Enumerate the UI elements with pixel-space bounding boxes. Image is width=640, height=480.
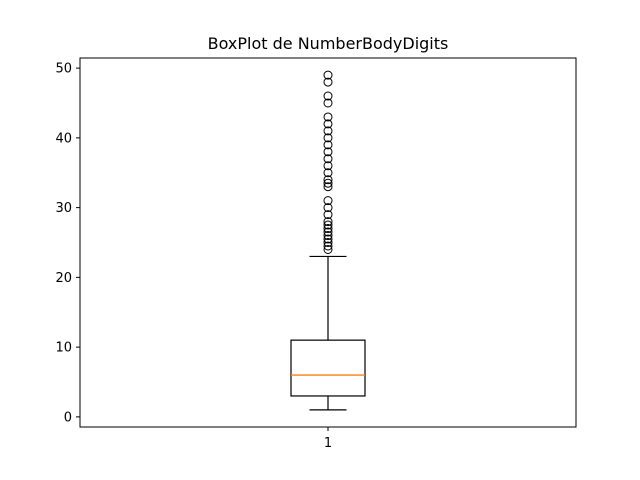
outlier-point [323, 140, 333, 150]
outlier-point [323, 203, 333, 213]
outlier-point [323, 210, 333, 220]
iqr-box [290, 339, 366, 397]
y-tick-label: 0 [64, 410, 72, 425]
outlier-point [323, 154, 333, 164]
outlier-point [323, 168, 333, 178]
outlier-point [323, 161, 333, 171]
outlier-point [323, 98, 333, 108]
outlier-point [323, 178, 333, 188]
outlier-point [323, 77, 333, 87]
outlier-point [323, 244, 333, 254]
outlier-point [323, 238, 333, 247]
outlier-point [323, 224, 333, 234]
y-tick-label: 40 [55, 131, 72, 146]
outlier-point [323, 133, 333, 143]
outlier-point [323, 220, 333, 230]
outlier-point [323, 112, 333, 122]
y-tick-label: 10 [55, 341, 72, 356]
outlier-point [323, 91, 333, 101]
y-tick-label: 30 [55, 201, 72, 216]
outlier-point [323, 231, 333, 241]
outlier-point [323, 182, 333, 192]
outlier-point [323, 175, 333, 185]
y-axis: 0 10 20 30 40 50 [55, 62, 80, 425]
outlier-point [323, 217, 333, 227]
outlier-point [323, 241, 333, 251]
box-plot [290, 70, 366, 411]
x-axis: 1 [324, 427, 332, 451]
outlier-point [323, 70, 333, 80]
outlier-point [323, 126, 333, 136]
y-tick-label: 20 [55, 271, 72, 286]
outlier-point [323, 234, 333, 244]
chart-title: BoxPlot de NumberBodyDigits [208, 34, 449, 53]
outlier-point [323, 196, 333, 206]
x-tick-label: 1 [324, 436, 332, 451]
outlier-point [323, 227, 333, 237]
outlier-point [323, 119, 333, 129]
y-tick-label: 50 [55, 62, 72, 77]
outlier-point [323, 147, 333, 157]
